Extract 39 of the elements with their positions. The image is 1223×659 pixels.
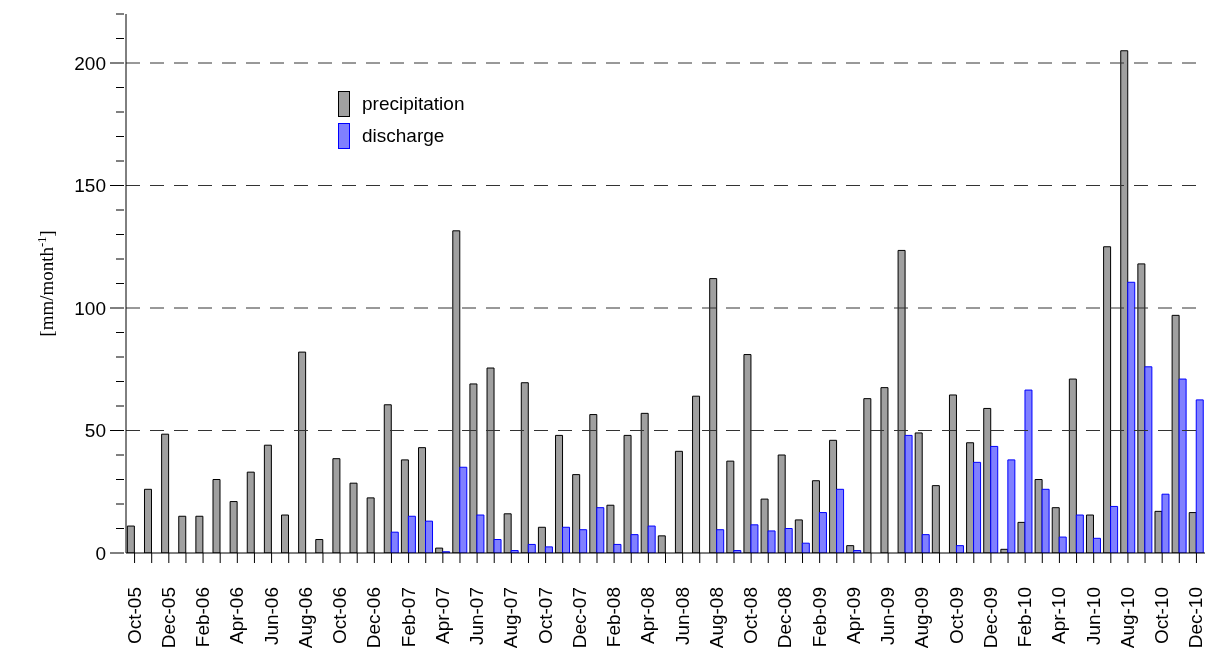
x-tick-label: Apr-09 bbox=[842, 587, 864, 645]
x-tick-label: Jun-06 bbox=[260, 587, 282, 646]
x-tick-label: Feb-08 bbox=[603, 587, 625, 648]
x-tick-label: Feb-07 bbox=[397, 587, 419, 648]
x-tick-label: Jun-09 bbox=[877, 587, 899, 646]
x-tick-label: Oct-05 bbox=[123, 587, 145, 645]
x-tick-label: Feb-06 bbox=[192, 587, 214, 648]
x-tick-label: Dec-09 bbox=[979, 587, 1001, 649]
x-tick-label: Oct-10 bbox=[1151, 587, 1173, 645]
x-tick-label: Feb-09 bbox=[808, 587, 830, 648]
x-tick-label: Apr-10 bbox=[1048, 587, 1070, 645]
x-tick-label: Oct-07 bbox=[534, 587, 556, 645]
x-tick-label: Dec-08 bbox=[774, 587, 796, 649]
y-tick-label: 50 bbox=[84, 420, 106, 442]
legend-label: discharge bbox=[362, 125, 445, 147]
x-tick-label: Aug-08 bbox=[705, 587, 727, 649]
y-tick-label: 100 bbox=[74, 297, 106, 319]
x-tick-label: Aug-09 bbox=[911, 587, 933, 649]
x-tick-label: Oct-08 bbox=[740, 587, 762, 645]
x-tick-label: Aug-07 bbox=[500, 587, 522, 649]
x-tick-label: Dec-10 bbox=[1185, 587, 1207, 649]
y-tick-label: 200 bbox=[74, 52, 106, 74]
x-tick-label: Dec-07 bbox=[568, 587, 590, 649]
x-tick-label: Apr-06 bbox=[226, 587, 248, 645]
x-tick-label: Aug-10 bbox=[1116, 587, 1138, 649]
x-tick-label: Jun-07 bbox=[466, 587, 488, 646]
x-tick-label: Jun-08 bbox=[671, 587, 693, 646]
x-tick-label: Aug-06 bbox=[294, 587, 316, 649]
x-tick-label: Dec-05 bbox=[157, 587, 179, 649]
x-tick-label: Feb-10 bbox=[1014, 587, 1036, 648]
y-tick-label: 0 bbox=[95, 542, 106, 564]
x-tick-label: Jun-10 bbox=[1082, 587, 1104, 646]
x-tick-label: Apr-08 bbox=[637, 587, 659, 645]
y-tick-label: 150 bbox=[74, 175, 106, 197]
x-tick-label: Dec-06 bbox=[363, 587, 385, 649]
x-tick-label: Oct-06 bbox=[329, 587, 351, 645]
x-tick-label: Oct-09 bbox=[945, 587, 967, 645]
x-tick-label: Apr-07 bbox=[431, 587, 453, 645]
legend-label: precipitation bbox=[362, 93, 465, 115]
